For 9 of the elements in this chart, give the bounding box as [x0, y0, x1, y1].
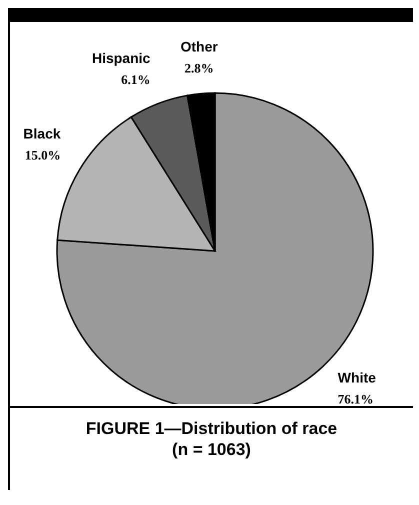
- slice-label: Hispanic: [92, 50, 151, 66]
- data-label: 76.1%: [338, 392, 374, 407]
- slice-label: White: [338, 370, 376, 386]
- slice-label: Other: [180, 38, 218, 55]
- text: FIGURE 1—Distribution of race (n = 1063): [84, 418, 338, 460]
- data-label: 6.1%: [121, 72, 150, 88]
- data-label: 2.8%: [184, 60, 214, 76]
- slice-label: Black: [23, 125, 61, 142]
- data-label: 15.0%: [24, 147, 61, 162]
